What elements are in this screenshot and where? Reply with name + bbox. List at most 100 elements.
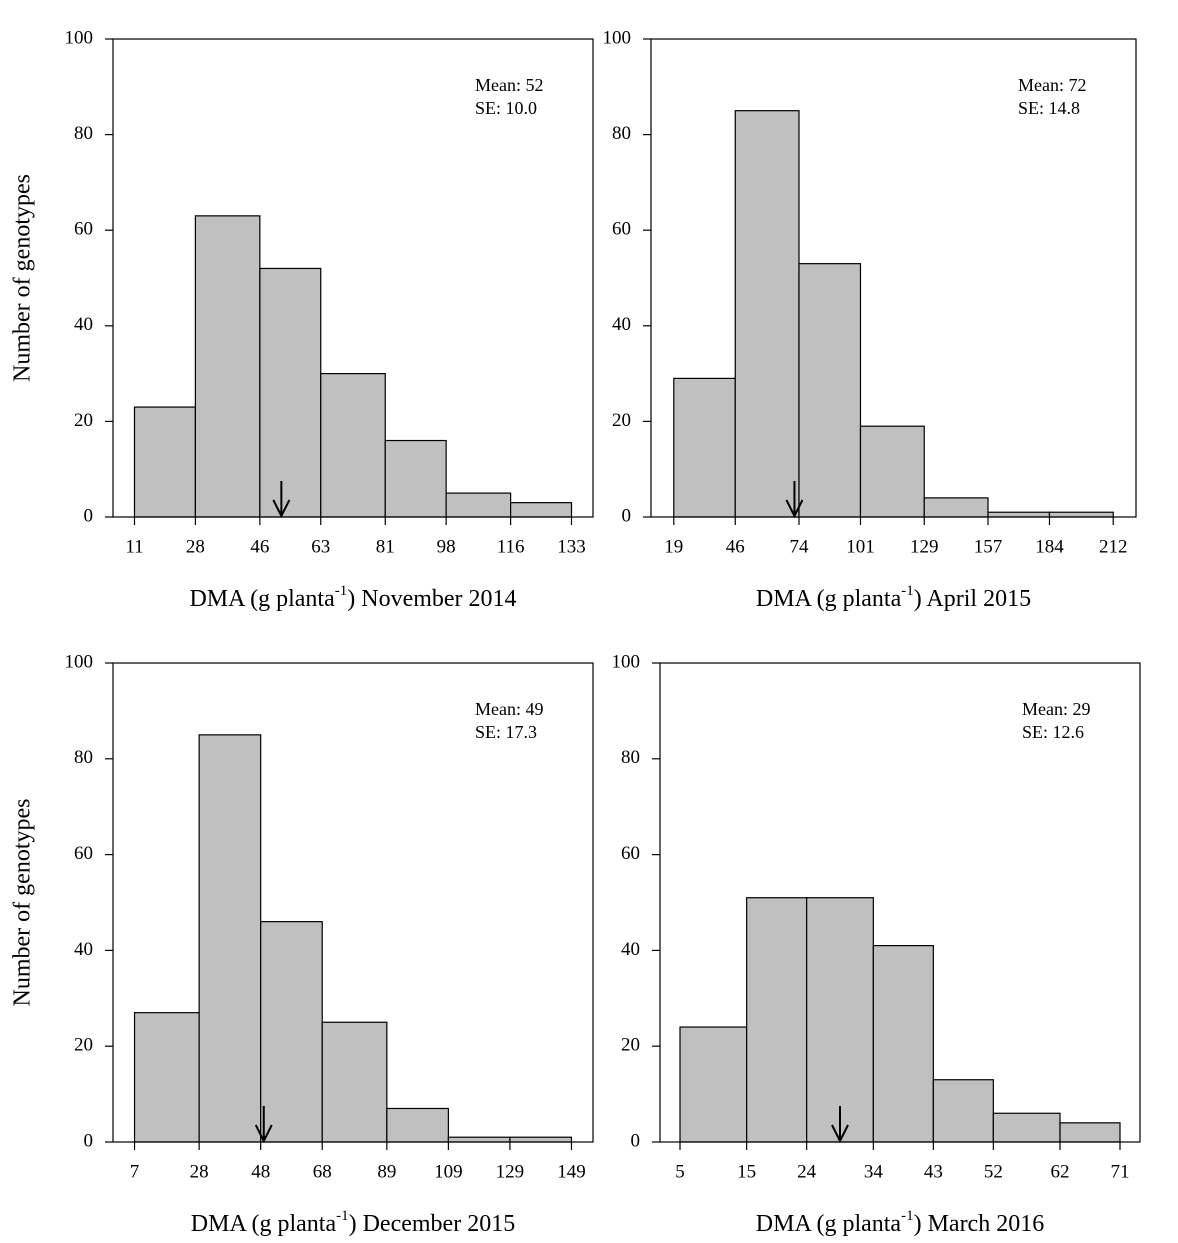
y-tick-label: 100 [65, 651, 94, 672]
bar [673, 377, 736, 518]
bar [798, 263, 862, 518]
mean-arrow [831, 1106, 849, 1144]
y-tick-label: 40 [612, 314, 631, 335]
x-axis-title-part: -1 [901, 583, 914, 599]
x-axis-title-part: DMA (g planta [756, 1211, 902, 1237]
x-tick-label: 63 [311, 536, 330, 557]
plot-frame [112, 662, 594, 1143]
y-tick-label: 20 [74, 1035, 93, 1056]
y-tick-label: 100 [612, 651, 641, 672]
x-axis-title-part: DMA (g planta [191, 1211, 337, 1237]
x-axis-title-part: -1 [335, 583, 348, 599]
x-tick-label: 109 [434, 1161, 463, 1182]
x-axis-title: DMA (g planta-1) November 2014 [189, 583, 516, 611]
x-tick-label: 43 [924, 1161, 943, 1182]
panel: 0 20 40 60 80 100 7 28 48 68 89 109 129 149 Mean: 49 SE… [10, 651, 594, 1237]
bar [1048, 511, 1114, 518]
bar [510, 502, 573, 518]
bar [321, 1021, 388, 1143]
x-tick-label: 98 [437, 536, 456, 557]
bar [1059, 1122, 1121, 1143]
y-tick-label: 80 [621, 747, 640, 768]
bar [746, 897, 808, 1143]
bar [679, 1026, 748, 1143]
x-tick-label: 48 [251, 1161, 270, 1182]
y-tick-label: 20 [74, 410, 93, 431]
y-axis-title: Number of genotypes [10, 799, 36, 1007]
x-axis-title-part: ) November 2014 [347, 586, 516, 612]
panel: 0 20 40 60 80 100 11 28 46 63 81 98 116 133 Mean: 52 SE… [10, 27, 594, 612]
y-tick-label: 0 [84, 505, 94, 526]
bar [509, 1136, 573, 1143]
y-axis-title: Number of genotypes [10, 174, 36, 382]
y-tick-label: 20 [621, 1035, 640, 1056]
x-tick-label: 116 [497, 536, 525, 557]
x-tick-label: 62 [1051, 1161, 1070, 1182]
x-axis-title-part: ) March 2016 [914, 1211, 1045, 1237]
bar [859, 425, 925, 518]
x-tick-label: 15 [737, 1161, 756, 1182]
mean-arrow [254, 1106, 273, 1144]
bar [806, 897, 874, 1143]
annotation: SE: 17.3 [475, 722, 537, 742]
y-tick-label: 0 [84, 1130, 94, 1151]
y-tick-label: 80 [612, 123, 631, 144]
x-axis-title-part: DMA (g planta [189, 586, 335, 612]
mean-arrow [785, 481, 804, 519]
x-tick-label: 19 [664, 536, 683, 557]
annotation: Mean: 72 [1018, 75, 1086, 95]
x-axis-title: DMA (g planta-1) March 2016 [756, 1208, 1044, 1236]
bar [194, 215, 261, 518]
bar [992, 1112, 1061, 1143]
x-axis-title-part: -1 [901, 1208, 914, 1224]
y-tick-label: 40 [74, 939, 93, 960]
panel: 0 20 40 60 80 100 5 15 24 34 43 52 62 71 Mean: 29 SE: 1… [612, 651, 1141, 1237]
bar [734, 110, 800, 518]
x-tick-label: 24 [797, 1161, 817, 1182]
y-tick-label: 100 [65, 27, 94, 48]
bar [386, 1107, 449, 1143]
x-tick-label: 129 [910, 536, 939, 557]
annotation: SE: 12.6 [1022, 722, 1084, 742]
x-tick-label: 28 [190, 1161, 209, 1182]
x-axis-title-part: -1 [336, 1208, 349, 1224]
x-tick-label: 46 [250, 536, 269, 557]
annotation: Mean: 49 [475, 699, 543, 719]
bar [133, 1012, 200, 1143]
bar [384, 439, 447, 518]
annotation: Mean: 52 [475, 75, 543, 95]
y-tick-label: 40 [74, 314, 93, 335]
bar [259, 267, 322, 518]
x-tick-label: 11 [125, 536, 143, 557]
x-tick-label: 157 [974, 536, 1003, 557]
annotation: Mean: 29 [1022, 699, 1090, 719]
x-tick-label: 52 [984, 1161, 1003, 1182]
y-tick-label: 60 [74, 219, 93, 240]
y-tick-label: 80 [74, 123, 93, 144]
bar [987, 511, 1051, 518]
plot-frame [650, 38, 1137, 518]
x-axis-title-part: DMA (g planta [756, 586, 902, 612]
y-tick-label: 60 [612, 219, 631, 240]
annotation: SE: 14.8 [1018, 98, 1080, 118]
x-axis-title-part: ) April 2015 [914, 586, 1031, 612]
x-tick-label: 149 [557, 1161, 586, 1182]
y-tick-label: 40 [621, 939, 640, 960]
bar [198, 734, 262, 1143]
y-tick-label: 100 [603, 27, 632, 48]
x-tick-label: 7 [130, 1161, 140, 1182]
x-tick-label: 212 [1099, 536, 1128, 557]
plot-frame [112, 38, 594, 518]
bar [320, 373, 386, 518]
mean-arrow [272, 481, 291, 519]
x-tick-label: 81 [376, 536, 395, 557]
bar [260, 921, 323, 1143]
x-tick-label: 129 [496, 1161, 525, 1182]
bar [445, 492, 512, 518]
annotation: SE: 10.0 [475, 98, 537, 118]
x-tick-label: 101 [846, 536, 875, 557]
bar [133, 406, 196, 518]
y-tick-label: 60 [621, 843, 640, 864]
bar [447, 1136, 511, 1143]
